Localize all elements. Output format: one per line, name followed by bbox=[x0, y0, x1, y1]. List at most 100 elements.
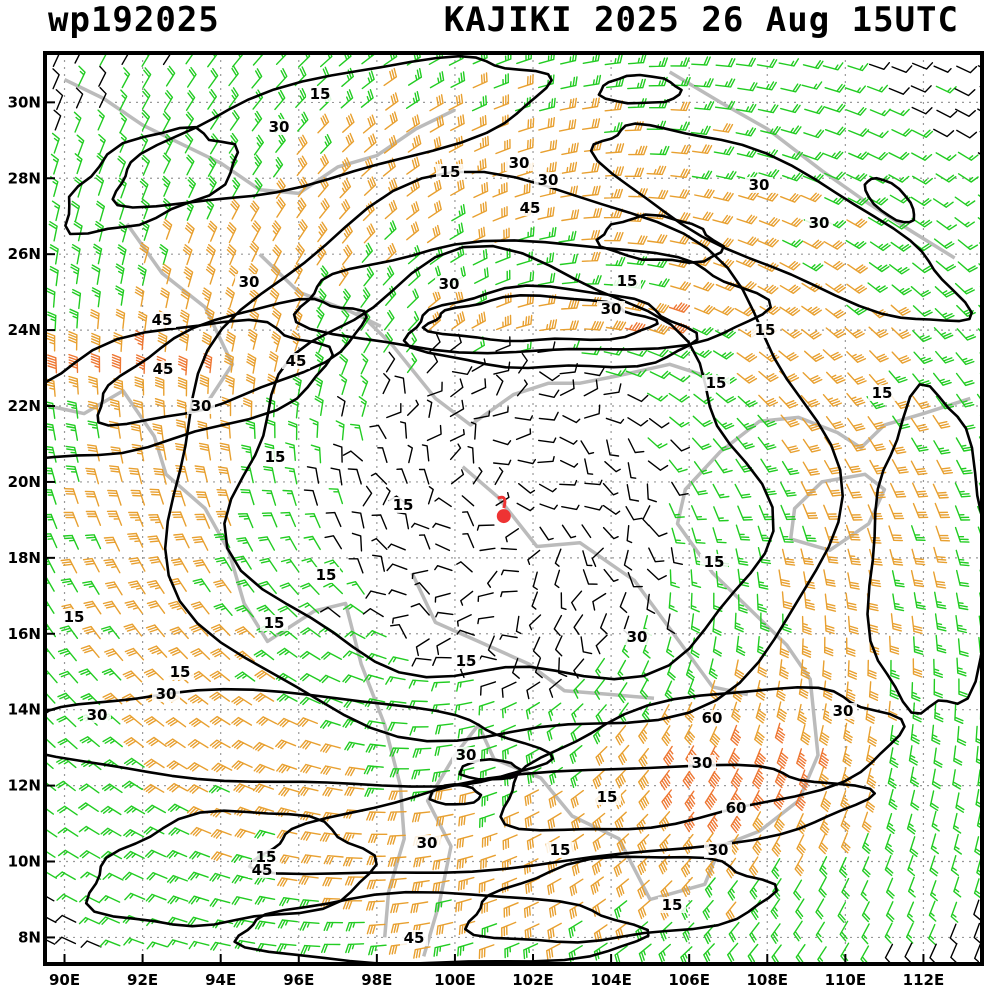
wind-barb bbox=[605, 417, 625, 424]
wind-barb bbox=[94, 220, 104, 242]
wind-barb bbox=[62, 534, 79, 550]
wind-barb bbox=[406, 178, 420, 197]
wind-barb bbox=[145, 849, 167, 859]
wind-barb bbox=[480, 681, 497, 696]
wind-barb bbox=[795, 944, 806, 964]
wind-barb bbox=[736, 372, 758, 384]
wind-barb bbox=[593, 724, 605, 745]
wind-barb bbox=[732, 681, 743, 703]
wind-barb bbox=[647, 234, 668, 244]
wind-barb bbox=[604, 53, 623, 66]
wind-barb bbox=[524, 923, 540, 940]
wind-barb bbox=[388, 943, 408, 955]
wind-barb bbox=[704, 789, 717, 810]
wind-barb bbox=[591, 547, 604, 567]
wind-barb bbox=[68, 353, 79, 374]
wind-barb bbox=[426, 224, 441, 244]
wind-barb bbox=[410, 603, 430, 616]
wind-barb bbox=[794, 855, 804, 877]
wind-barb bbox=[539, 97, 556, 112]
wind-barb bbox=[889, 635, 900, 655]
wind-barb bbox=[164, 133, 174, 155]
wind-barb bbox=[481, 898, 498, 914]
wind-barb bbox=[569, 901, 584, 920]
wind-barb bbox=[143, 716, 165, 727]
isotach-contour bbox=[499, 686, 906, 832]
wind-barb bbox=[730, 768, 743, 790]
isotach-label: 15 bbox=[256, 848, 277, 866]
wind-barb bbox=[429, 71, 445, 89]
wind-barb bbox=[624, 121, 644, 132]
lon-tick-label: 110E bbox=[825, 971, 867, 989]
isotach-label-bg bbox=[751, 322, 779, 338]
wind-barb bbox=[889, 264, 910, 275]
wind-barb bbox=[682, 767, 695, 789]
wind-barb bbox=[690, 569, 702, 588]
isotach-label: 15 bbox=[264, 614, 285, 632]
wind-barb bbox=[642, 505, 651, 527]
wind-barb bbox=[512, 657, 520, 679]
wind-barb bbox=[207, 155, 217, 177]
wind-barb bbox=[713, 305, 735, 316]
wind-barb bbox=[778, 58, 800, 67]
wind-barb bbox=[860, 880, 869, 902]
wind-barb bbox=[363, 133, 377, 153]
wind-barb bbox=[824, 103, 846, 113]
wind-barb bbox=[758, 394, 778, 407]
wind-barb bbox=[496, 314, 512, 331]
wind-barb bbox=[890, 304, 911, 316]
wind-barb bbox=[890, 659, 900, 680]
wind-barb bbox=[387, 834, 406, 845]
wind-barb bbox=[80, 645, 100, 658]
wind-barb bbox=[45, 938, 56, 945]
wind-barb bbox=[209, 691, 230, 702]
wind-barb bbox=[861, 811, 872, 833]
wind-barb bbox=[906, 813, 916, 835]
wind-barb bbox=[708, 767, 721, 789]
wind-barb bbox=[198, 442, 212, 461]
wind-barb bbox=[487, 570, 498, 588]
wind-barb bbox=[862, 832, 871, 854]
wind-barb bbox=[192, 559, 211, 574]
wind-barb bbox=[910, 286, 931, 298]
wind-barb bbox=[348, 558, 364, 574]
wind-barb bbox=[360, 353, 369, 375]
wind-barb bbox=[824, 83, 846, 93]
wind-barb bbox=[559, 253, 578, 266]
wind-barb bbox=[296, 134, 308, 155]
wind-barb bbox=[646, 483, 657, 503]
wind-barb bbox=[78, 783, 100, 794]
wind-barb bbox=[682, 833, 694, 855]
wind-barb bbox=[396, 468, 408, 484]
wind-barb bbox=[802, 151, 824, 161]
wind-barb bbox=[254, 920, 276, 930]
wind-barb bbox=[911, 525, 926, 541]
wind-barb bbox=[930, 880, 938, 902]
wind-barb bbox=[78, 916, 100, 925]
wind-barb bbox=[45, 401, 56, 419]
wind-barb bbox=[954, 108, 976, 117]
wind-barb bbox=[803, 571, 816, 590]
wind-barb bbox=[781, 460, 800, 476]
isotach-contour bbox=[45, 318, 335, 460]
wind-barb bbox=[823, 569, 836, 587]
wind-barb bbox=[209, 715, 231, 726]
wind-barb bbox=[952, 769, 962, 790]
wind-barb bbox=[528, 614, 542, 631]
wind-barb bbox=[386, 563, 408, 572]
wind-barb bbox=[146, 600, 166, 614]
wind-barb bbox=[383, 67, 398, 87]
wind-barb bbox=[518, 483, 536, 494]
wind-barb bbox=[342, 603, 364, 614]
wind-barb bbox=[758, 217, 780, 227]
wind-barb bbox=[98, 86, 107, 108]
wind-barb bbox=[617, 682, 628, 704]
wind-barb bbox=[693, 393, 714, 405]
wind-barb bbox=[934, 591, 947, 610]
isotach-label-bg bbox=[413, 835, 441, 851]
wind-barb bbox=[133, 399, 144, 419]
wind-barb bbox=[627, 348, 649, 357]
wind-barb bbox=[867, 527, 882, 544]
wind-barb bbox=[605, 320, 627, 331]
wind-barb bbox=[131, 443, 145, 462]
